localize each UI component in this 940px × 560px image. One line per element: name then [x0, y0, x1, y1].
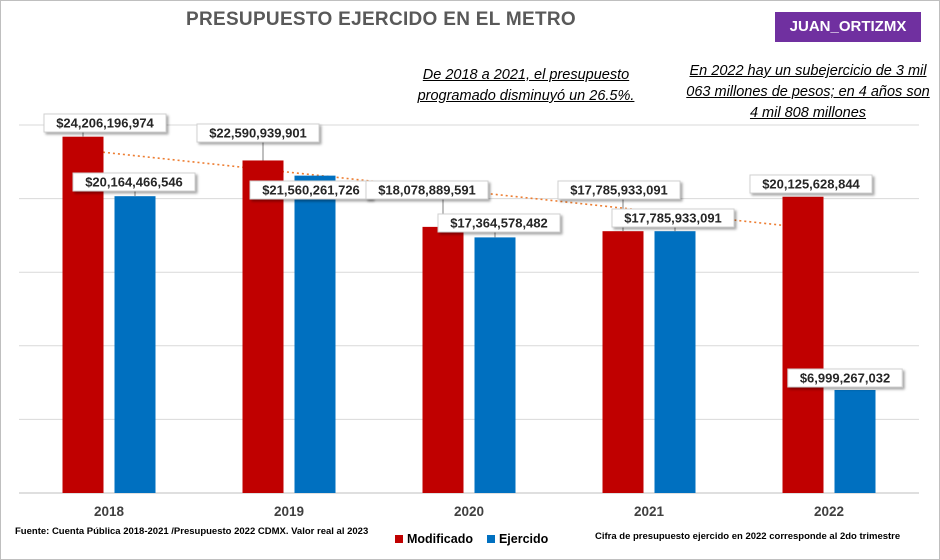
value-label-text: $17,364,578,482 — [450, 216, 548, 231]
value-label-modificado-2019: $22,590,939,901 — [196, 123, 320, 161]
bar-ejercido-2022 — [834, 389, 876, 493]
value-label-text: $6,999,267,032 — [800, 371, 890, 386]
value-label-text: $20,164,466,546 — [85, 175, 183, 190]
bar-ejercido-2018 — [114, 196, 156, 493]
category-label-2022: 2022 — [814, 504, 844, 519]
legend-item-ejercido: Ejercido — [486, 532, 549, 546]
value-label-box — [196, 123, 320, 143]
value-label-ejercido-2018: $20,164,466,546 — [72, 172, 196, 197]
bar-modificado-2020 — [422, 226, 464, 494]
value-label-text: $24,206,196,974 — [56, 116, 154, 131]
value-label-text: $22,590,939,901 — [209, 126, 307, 141]
value-label-text: $21,560,261,726 — [262, 183, 360, 198]
annotation-left: De 2018 a 2021, el presupuesto programad… — [401, 65, 651, 107]
bar-ejercido-2019 — [294, 175, 336, 494]
category-label-2019: 2019 — [274, 504, 304, 519]
legend-swatch-modificado — [395, 535, 403, 543]
annotation-right-text: En 2022 hay un subejercicio de 3 mil 063… — [686, 63, 930, 121]
legend-label-ejercido: Ejercido — [498, 532, 549, 546]
bar-ejercido-2021 — [654, 231, 696, 493]
value-label-ejercido-2019: $21,560,261,726 — [249, 180, 373, 200]
value-label-text: $20,125,628,844 — [762, 177, 860, 192]
source-note: Fuente: Cuenta Pública 2018-2021 /Presup… — [15, 526, 369, 537]
value-label-text: $17,785,933,091 — [570, 183, 668, 198]
annotation-right: En 2022 hay un subejercicio de 3 mil 063… — [685, 61, 931, 124]
value-label-box — [437, 213, 561, 233]
value-label-box — [72, 172, 196, 192]
legend-item-modificado: Modificado — [395, 532, 473, 546]
bar-ejercido-2020 — [474, 237, 516, 493]
value-label-box — [557, 180, 681, 200]
value-label-ejercido-2022: $6,999,267,032 — [787, 368, 903, 388]
value-label-ejercido-2021: $17,785,933,091 — [611, 208, 735, 232]
value-label-text: $17,785,933,091 — [624, 211, 722, 226]
author-badge: JUAN_ORTIZMX — [775, 12, 921, 42]
value-label-modificado-2018: $24,206,196,974 — [43, 113, 167, 137]
legend-swatch-ejercido — [486, 535, 495, 543]
value-label-box — [43, 113, 167, 133]
legend-label-modificado: Modificado — [407, 532, 473, 546]
value-label-text: $18,078,889,591 — [378, 183, 476, 198]
value-label-box — [365, 180, 489, 200]
bar-modificado-2018 — [62, 136, 104, 493]
value-label-ejercido-2020: $17,364,578,482 — [437, 213, 561, 238]
bar-modificado-2019 — [242, 160, 284, 493]
annotation-left-text: De 2018 a 2021, el presupuesto programad… — [417, 67, 635, 104]
value-label-modificado-2022: $20,125,628,844 — [749, 174, 873, 194]
category-label-2021: 2021 — [634, 504, 665, 519]
value-label-box — [749, 174, 873, 194]
chart-title: PRESUPUESTO EJERCIDO EN EL METRO — [185, 9, 577, 30]
value-label-box — [611, 208, 735, 228]
bar-modificado-2022 — [782, 196, 824, 494]
category-label-2018: 2018 — [94, 504, 125, 519]
category-label-2020: 2020 — [454, 504, 484, 519]
value-label-modificado-2020: $18,078,889,591 — [365, 180, 489, 227]
legend: Modificado Ejercido — [395, 532, 548, 546]
footnote: Cifra de presupuesto ejercido en 2022 co… — [595, 531, 901, 542]
value-label-modificado-2021: $17,785,933,091 — [557, 180, 681, 232]
value-label-box — [787, 368, 903, 388]
bar-modificado-2021 — [602, 231, 644, 493]
